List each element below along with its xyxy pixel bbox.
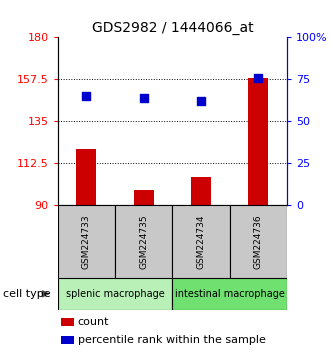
Bar [230, 205, 287, 278]
Point [256, 75, 261, 80]
Text: splenic macrophage: splenic macrophage [66, 289, 164, 299]
Text: percentile rank within the sample: percentile rank within the sample [78, 335, 265, 345]
Bar [173, 278, 287, 310]
Text: GSM224734: GSM224734 [197, 215, 206, 269]
Bar [115, 205, 173, 278]
Bar [76, 149, 96, 205]
Bar [191, 177, 211, 205]
Text: GSM224735: GSM224735 [139, 214, 148, 269]
Bar [58, 278, 173, 310]
Text: count: count [78, 317, 109, 327]
Bar [134, 190, 154, 205]
Bar [58, 205, 115, 278]
Text: GSM224736: GSM224736 [254, 214, 263, 269]
Bar [248, 78, 269, 205]
Point [84, 93, 89, 99]
Title: GDS2982 / 1444066_at: GDS2982 / 1444066_at [92, 21, 253, 35]
Point [198, 98, 204, 104]
Point [141, 95, 147, 101]
Bar [173, 205, 230, 278]
Text: cell type: cell type [3, 289, 51, 299]
Text: GSM224733: GSM224733 [82, 214, 91, 269]
Text: intestinal macrophage: intestinal macrophage [175, 289, 285, 299]
